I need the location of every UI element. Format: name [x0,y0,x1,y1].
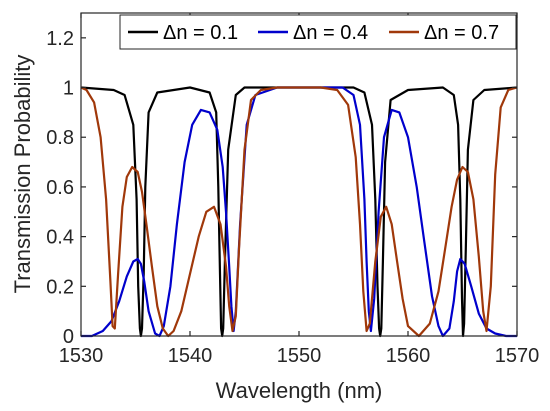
y-tick-label: 0.8 [46,127,74,149]
y-tick-label: 1.2 [46,28,74,50]
legend-label-2: Δn = 0.4 [293,22,368,44]
x-tick-label: 1540 [168,345,213,367]
y-tick-label: 0 [63,326,74,348]
plot-frame [80,12,518,337]
legend-label-1: Δn = 0.1 [163,22,238,44]
legend: Δn = 0.1 Δn = 0.4 Δn = 0.7 [119,14,517,50]
y-tick-label: 0.4 [46,227,74,249]
series-layer [80,86,518,338]
legend-label-3: Δn = 0.7 [424,22,499,44]
x-tick-label: 1530 [59,345,104,367]
y-tick-label: 1 [63,78,74,100]
legend-box [119,14,517,50]
series-line-3 [80,86,518,338]
tick-layer: 1530 1540 1550 1560 1570 0 0.2 0.4 0.6 0.8 1 1.2 [46,13,539,367]
x-tick-label: 1560 [386,345,431,367]
x-tick-label: 1570 [495,345,540,367]
x-tick-label: 1550 [277,345,322,367]
x-axis-title: Wavelength (nm) [216,378,383,403]
y-tick-label: 0.2 [46,276,74,298]
y-axis-title: Transmission Probability [10,55,35,294]
y-tick-label: 0.6 [46,177,74,199]
